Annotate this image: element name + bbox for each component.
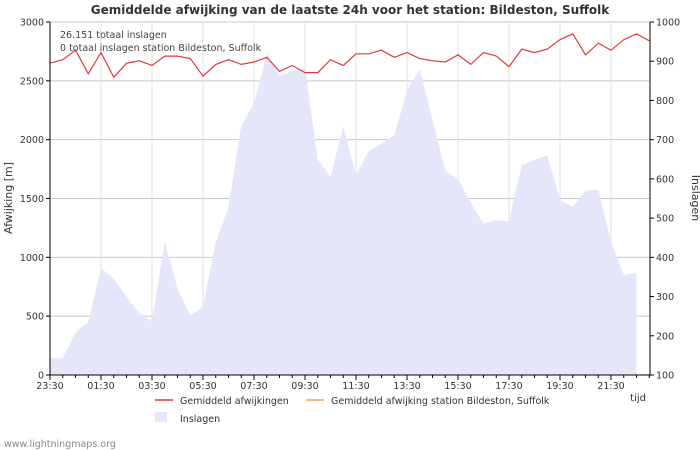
x-tick-label: 05:30 [189,381,216,392]
y-left-tick-label: 0 [38,371,44,382]
inslagen-area [50,53,637,376]
y-right-tick-label: 1000 [656,18,680,29]
y-axis-right-label: Inslagen [689,175,700,221]
y-right-tick-label: 100 [656,371,674,382]
y-right-tick-label: 600 [656,174,674,185]
x-tick-label: 09:30 [291,381,318,392]
x-tick-label: 11:30 [342,381,369,392]
y-right-tick-label: 700 [656,135,674,146]
legend-swatch-inslagen [155,412,167,422]
chart-title: Gemiddelde afwijking van de laatste 24h … [91,3,611,17]
x-tick-label: 23:30 [36,381,63,392]
x-tick-label: 07:30 [240,381,267,392]
y-left-tick-label: 500 [26,312,44,323]
x-tick-label: 21:30 [597,381,624,392]
y-right-tick-label: 200 [656,331,674,342]
legend-label-gemiddeld: Gemiddeld afwijkingen [180,396,289,407]
y-right-tick-label: 900 [656,57,674,68]
y-left-tick-label: 2000 [20,135,44,146]
x-tick-label: 03:30 [138,381,165,392]
x-tick-label: 13:30 [393,381,420,392]
x-axis-label: tijd [630,393,646,404]
y-left-tick-label: 1500 [20,194,44,205]
y-right-tick-label: 500 [656,214,674,225]
y-right-tick-label: 300 [656,292,674,303]
annotation-total: 26.151 totaal inslagen [60,30,167,41]
x-tick-label: 19:30 [546,381,573,392]
y-left-tick-label: 1000 [20,253,44,264]
x-tick-label: 17:30 [495,381,522,392]
legend-label-inslagen: Inslagen [180,414,220,425]
legend: Gemiddeld afwijkingen Gemiddeld afwijkin… [155,396,550,425]
y-right-tick-label: 400 [656,253,674,264]
legend-label-station: Gemiddeld afwijking station Bildeston, S… [331,396,550,407]
axis-ticks: 0 500 1000 1500 2000 2500 3000 100 200 300 400 500 6… [20,18,680,393]
y-left-tick-label: 2500 [20,76,44,87]
y-right-tick-label: 800 [656,96,674,107]
gemiddeld-afwijkingen-line [49,33,650,79]
x-tick-label: 01:30 [87,381,114,392]
y-left-tick-label: 3000 [20,18,44,29]
annotation-station: 0 totaal inslagen station Bildeston, Suf… [60,43,262,54]
y-axis-left-label: Afwijking [m] [2,162,15,234]
footer-credit: www.lightningmaps.org [4,439,116,450]
x-tick-label: 15:30 [444,381,471,392]
